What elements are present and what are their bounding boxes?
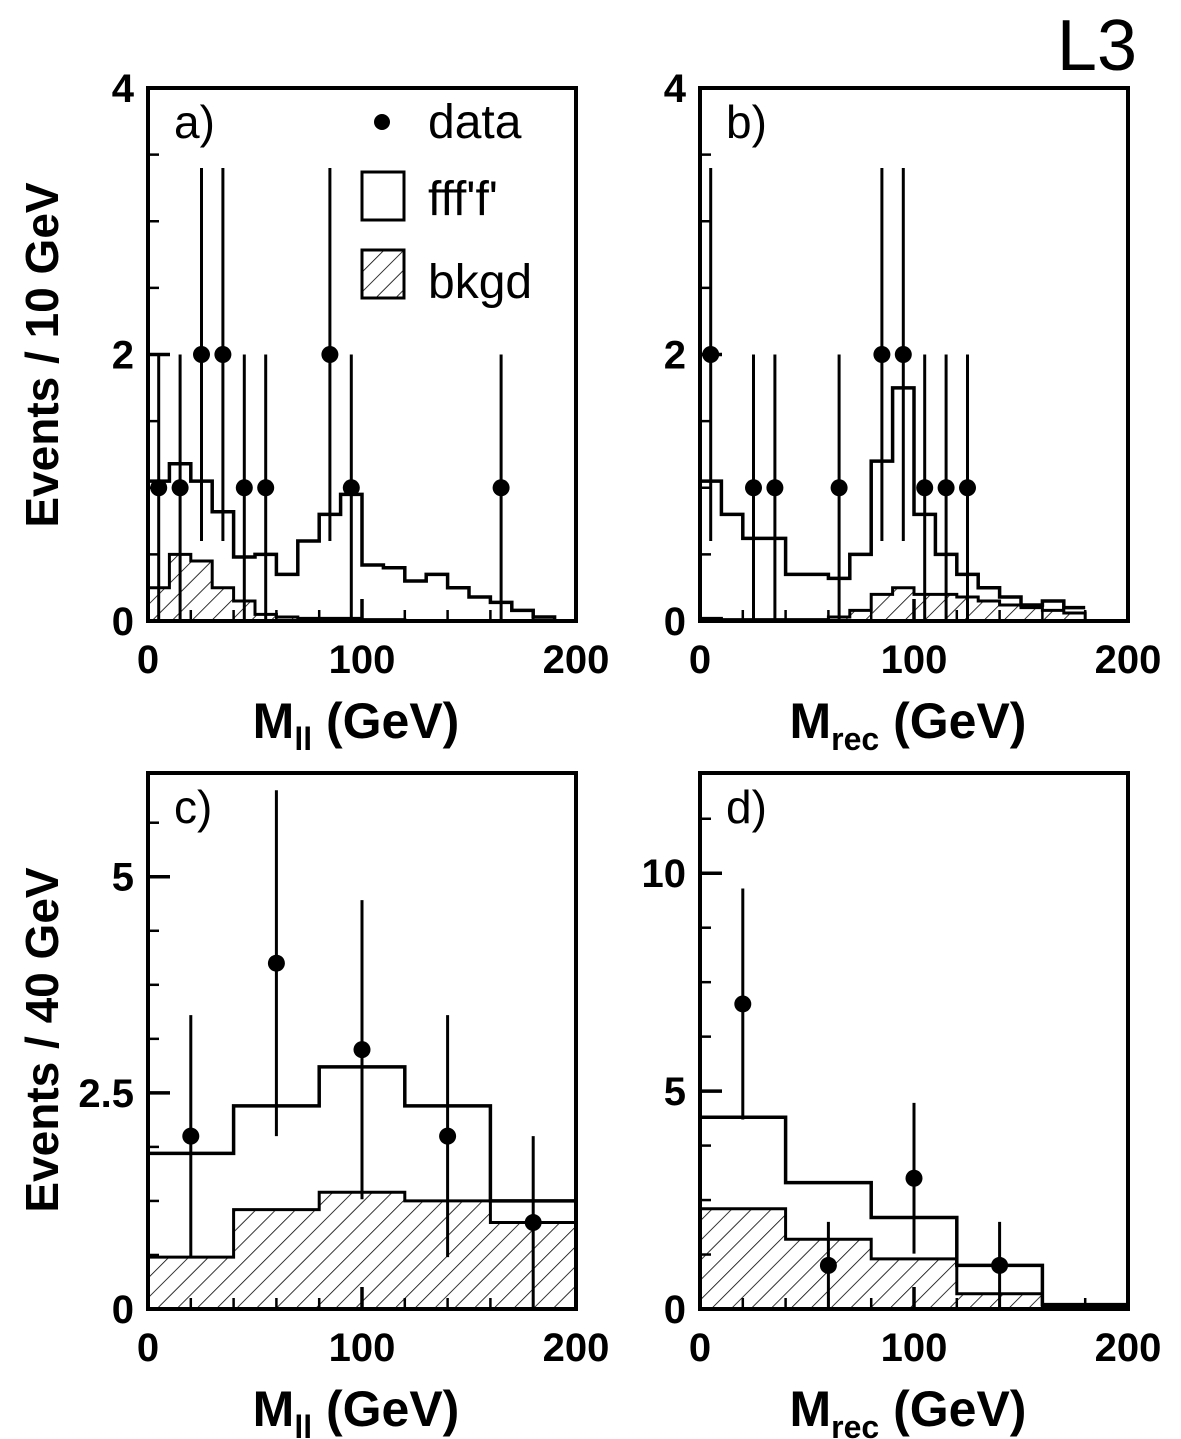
panel-c-y-tick-label-2: 5 bbox=[112, 856, 134, 900]
panel-a-data-point-6 bbox=[321, 346, 339, 363]
panel-a-x-tick-label-1: 100 bbox=[329, 638, 396, 682]
panel-a-data-point-4 bbox=[235, 479, 253, 497]
panel-d-y-tick-label-0: 0 bbox=[664, 1288, 686, 1332]
panel-b-x-axis-label: Mrec (GeV) bbox=[790, 693, 1027, 757]
panel-c-x-axis-label: Mll (GeV) bbox=[253, 1381, 460, 1439]
panel-a-x-tick-label-0: 0 bbox=[137, 638, 159, 682]
panel-d-data-point-2 bbox=[905, 1169, 923, 1187]
panel-d-label: d) bbox=[726, 781, 767, 833]
panel-d-data-point-1 bbox=[819, 1256, 837, 1274]
panel-d-y-tick-label-1: 5 bbox=[664, 1070, 686, 1114]
panel-b-x-tick-label-2: 200 bbox=[1095, 638, 1162, 682]
panel-a-data-point-8 bbox=[492, 479, 510, 497]
panel-a-data-point-1 bbox=[171, 479, 189, 497]
panel-b: 0 2 4 0 100 200 b) Mrec (GeV) bbox=[664, 67, 1162, 757]
panel-d-data-point-3 bbox=[991, 1256, 1009, 1274]
panel-d-data-point-0 bbox=[734, 995, 752, 1013]
legend-background-label: bkgd bbox=[428, 256, 532, 309]
panel-c-y-tick-label-0: 0 bbox=[112, 1288, 134, 1332]
panel-c-data-point-4 bbox=[524, 1214, 542, 1232]
y-axis-label-top: Events / 10 GeV bbox=[16, 182, 68, 527]
legend-data-label: data bbox=[428, 96, 522, 149]
legend-background-swatch bbox=[360, 248, 406, 300]
y-axis-label-bottom: Events / 40 GeV bbox=[16, 867, 68, 1212]
panel-b-y-tick-label-2: 4 bbox=[664, 67, 687, 111]
panel-b-y-tick-label-1: 2 bbox=[664, 334, 686, 378]
panel-b-data-point-1 bbox=[745, 479, 762, 497]
panel-d-x-tick-label-2: 200 bbox=[1095, 1326, 1162, 1370]
panel-a-data-point-3 bbox=[214, 346, 232, 363]
legend-signal-swatch bbox=[360, 170, 406, 222]
panel-d-y-tick-label-2: 10 bbox=[642, 852, 687, 896]
panel-b-data-point-8 bbox=[959, 479, 976, 497]
brand-label: L3 bbox=[1057, 6, 1137, 86]
panel-c-x-tick-label-0: 0 bbox=[137, 1326, 159, 1370]
panel-c-data-point-2 bbox=[353, 1041, 371, 1059]
panel-d-x-tick-label-0: 0 bbox=[689, 1326, 711, 1370]
panel-b-x-tick-label-1: 100 bbox=[881, 638, 948, 682]
panel-d-x-tick-label-1: 100 bbox=[881, 1326, 948, 1370]
panel-b-data-point-7 bbox=[937, 479, 955, 497]
panel-c-data-point-0 bbox=[182, 1127, 200, 1145]
panel-c: 0 2.5 5 0 100 200 c) Mll (GeV) bbox=[78, 771, 610, 1439]
panel-b-signal-histogram bbox=[700, 386, 1086, 610]
panel-c-y-tick-label-1: 2.5 bbox=[78, 1072, 134, 1116]
legend: data fff'f' bkgd bbox=[360, 96, 532, 309]
panel-b-data-point-5 bbox=[894, 346, 912, 363]
panel-b-data-point-6 bbox=[916, 479, 934, 497]
panel-b-plot-frame bbox=[698, 86, 1130, 623]
panel-a-data-point-7 bbox=[342, 479, 360, 497]
panel-d-x-axis-label: Mrec (GeV) bbox=[790, 1381, 1027, 1439]
panel-c-x-tick-label-2: 200 bbox=[543, 1326, 610, 1370]
panel-c-x-tick-label-1: 100 bbox=[329, 1326, 396, 1370]
panel-a-y-tick-label-0: 0 bbox=[112, 600, 134, 644]
panel-a-y-tick-label-2: 4 bbox=[112, 67, 135, 111]
panel-c-data-point-1 bbox=[267, 954, 285, 972]
panel-b-label: b) bbox=[726, 96, 767, 148]
panel-a-y-tick-label-1: 2 bbox=[112, 334, 134, 378]
panel-b-x-tick-label-0: 0 bbox=[689, 638, 711, 682]
panel-b-data-point-2 bbox=[766, 479, 784, 497]
panel-a-label: a) bbox=[174, 96, 215, 148]
panel-b-data-point-4 bbox=[873, 346, 891, 363]
panel-a-data-point-2 bbox=[193, 346, 210, 363]
panel-a-data-point-5 bbox=[257, 479, 275, 497]
panel-a-x-axis-label: Mll (GeV) bbox=[253, 693, 460, 757]
legend-data-marker bbox=[374, 114, 390, 130]
panel-a: 0 2 4 0 100 200 a) Mll (GeV) bbox=[112, 67, 610, 757]
panel-c-label: c) bbox=[174, 781, 212, 833]
panel-b-y-tick-label-0: 0 bbox=[664, 600, 686, 644]
panel-a-x-tick-label-2: 200 bbox=[543, 638, 610, 682]
panel-c-data-point-3 bbox=[439, 1127, 457, 1145]
panel-b-data-point-3 bbox=[830, 479, 848, 497]
legend-signal-label: fff'f' bbox=[428, 173, 498, 226]
